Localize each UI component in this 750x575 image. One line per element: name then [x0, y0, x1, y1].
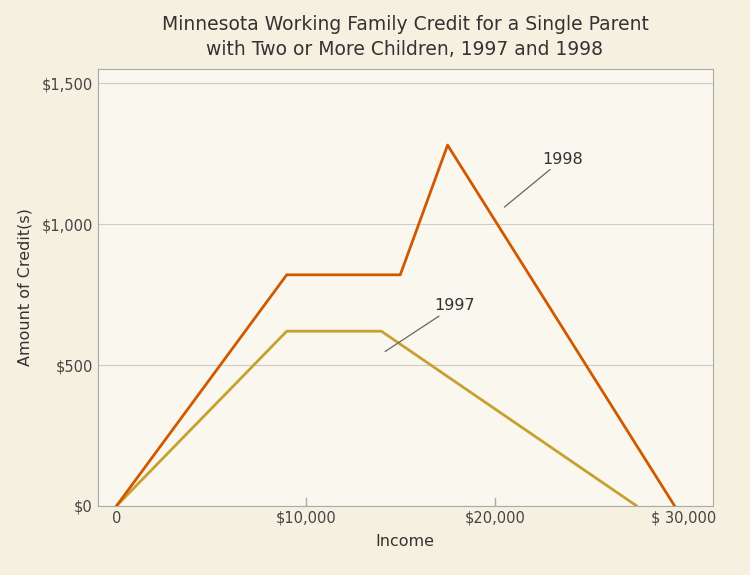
Title: Minnesota Working Family Credit for a Single Parent
with Two or More Children, 1: Minnesota Working Family Credit for a Si…	[161, 15, 649, 59]
Y-axis label: Amount of Credit(s): Amount of Credit(s)	[18, 209, 33, 366]
X-axis label: Income: Income	[376, 534, 434, 549]
Text: 1998: 1998	[504, 152, 583, 207]
Text: 1997: 1997	[386, 298, 475, 351]
